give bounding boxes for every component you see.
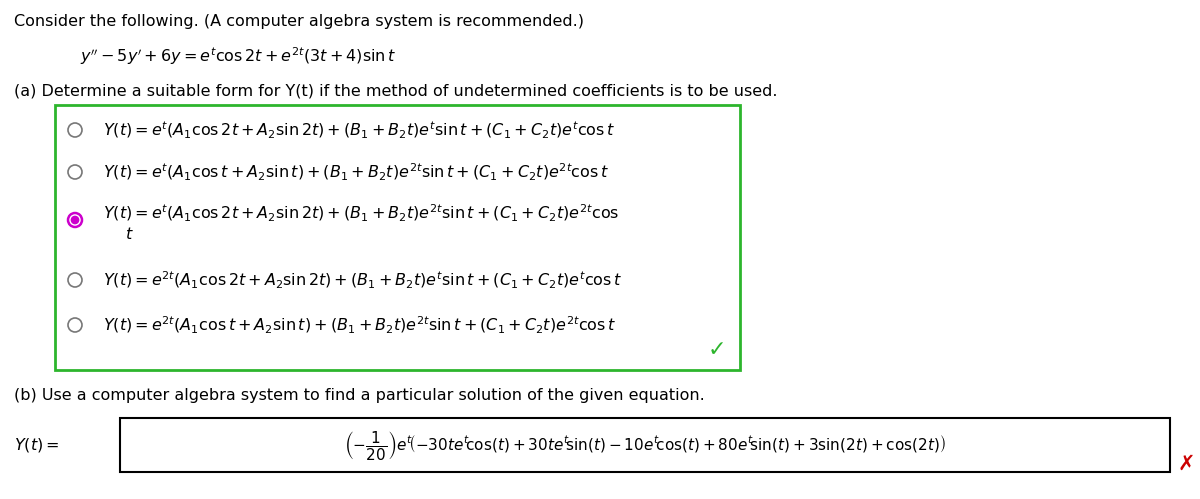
- Text: $\left(-\dfrac{1}{20}\right)e^{t}\!\left(-30te^{t}\!\cos(t) + 30te^{t}\!\sin(t) : $\left(-\dfrac{1}{20}\right)e^{t}\!\left…: [344, 429, 946, 462]
- Text: (b) Use a computer algebra system to find a particular solution of the given equ: (b) Use a computer algebra system to fin…: [14, 388, 704, 403]
- Circle shape: [68, 213, 82, 227]
- Text: $Y(t) = e^{2t}(A_1 \cos t + A_2 \sin t) + (B_1 + B_2t)e^{2t} \sin t + (C_1 + C_2: $Y(t) = e^{2t}(A_1 \cos t + A_2 \sin t) …: [103, 314, 617, 335]
- Circle shape: [68, 165, 82, 179]
- Text: $Y(t) = e^{t}(A_1 \cos 2t + A_2 \sin 2t) + (B_1 + B_2t)e^{t} \sin t + (C_1 + C_2: $Y(t) = e^{t}(A_1 \cos 2t + A_2 \sin 2t)…: [103, 119, 616, 141]
- Bar: [120, 418, 1170, 472]
- Circle shape: [68, 123, 82, 137]
- Text: $Y(t) = e^{2t}(A_1 \cos 2t + A_2 \sin 2t) + (B_1 + B_2t)e^{t} \sin t + (C_1 + C_: $Y(t) = e^{2t}(A_1 \cos 2t + A_2 \sin 2t…: [103, 269, 623, 290]
- Text: $Y(t) =$: $Y(t) =$: [14, 436, 59, 454]
- Text: Consider the following. (A computer algebra system is recommended.): Consider the following. (A computer alge…: [14, 14, 584, 29]
- Text: ✗: ✗: [1178, 454, 1195, 474]
- Text: (a) Determine a suitable form for Y(t) if the method of undetermined coefficient: (a) Determine a suitable form for Y(t) i…: [14, 83, 778, 98]
- Text: $Y(t) = e^{t}(A_1 \cos t + A_2 \sin t) + (B_1 + B_2t)e^{2t} \sin t + (C_1 + C_2t: $Y(t) = e^{t}(A_1 \cos t + A_2 \sin t) +…: [103, 162, 610, 183]
- Text: ✓: ✓: [707, 340, 726, 360]
- Text: $t$: $t$: [125, 226, 133, 242]
- Bar: [55, 105, 740, 370]
- Circle shape: [68, 318, 82, 332]
- Text: $Y(t) = e^{t}(A_1 \cos 2t + A_2 \sin 2t) + (B_1 + B_2t)e^{2t} \sin t + (C_1 + C_: $Y(t) = e^{t}(A_1 \cos 2t + A_2 \sin 2t)…: [103, 203, 619, 224]
- Circle shape: [71, 217, 79, 224]
- Text: $y'' - 5y' + 6y = e^t \cos 2t + e^{2t}(3t + 4)\sin t$: $y'' - 5y' + 6y = e^t \cos 2t + e^{2t}(3…: [80, 45, 396, 67]
- Circle shape: [68, 273, 82, 287]
